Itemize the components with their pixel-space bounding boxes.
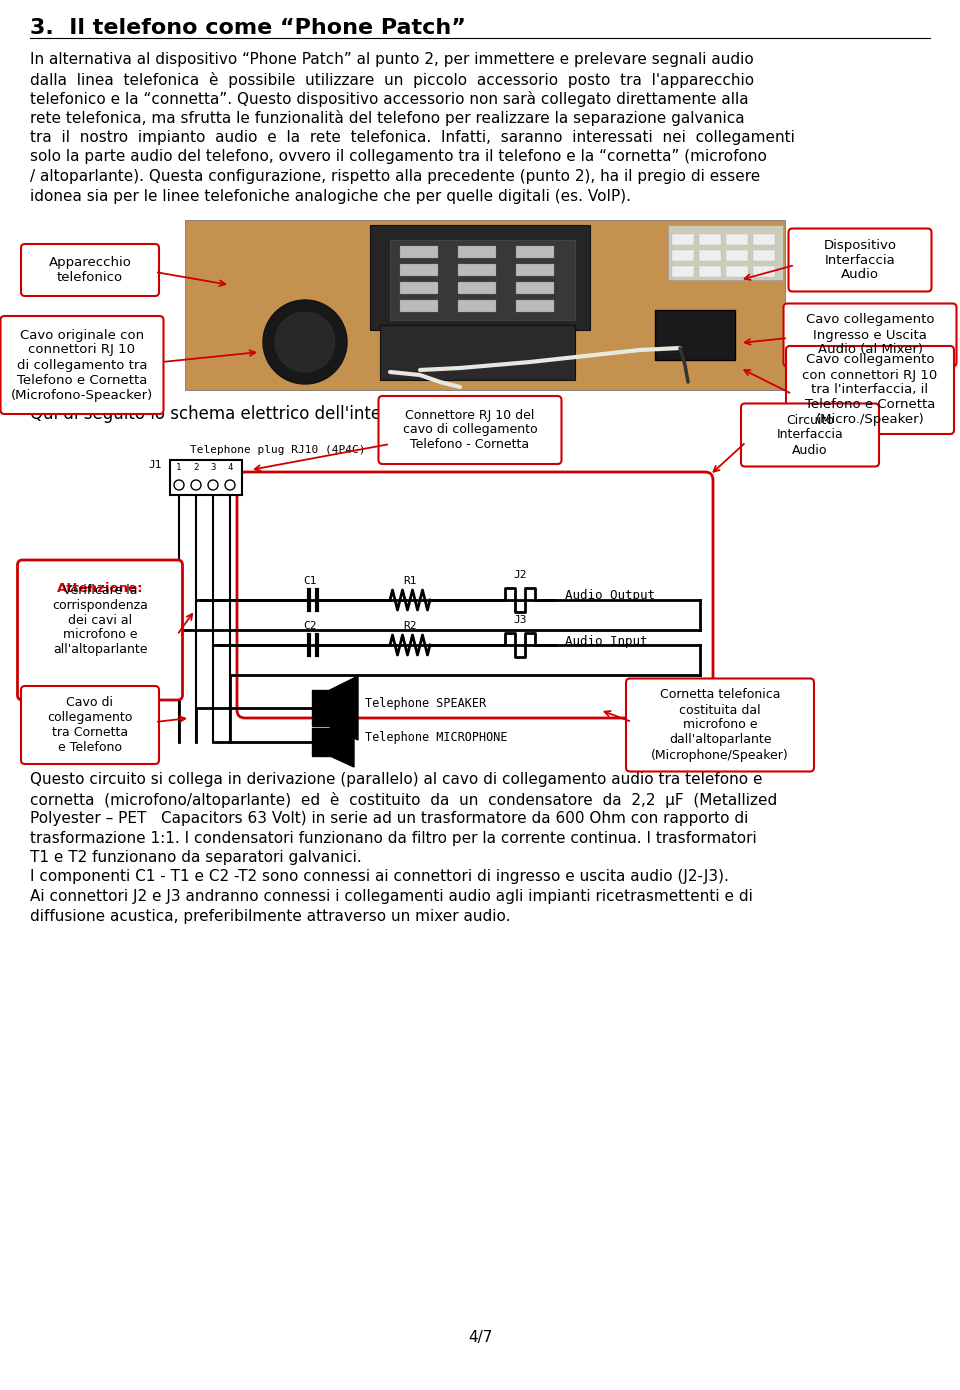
Text: Telephone MICROPHONE: Telephone MICROPHONE bbox=[365, 731, 508, 745]
Bar bbox=[458, 264, 496, 277]
Text: trasformazione 1:1. I condensatori funzionano da filtro per la corrente continua: trasformazione 1:1. I condensatori funzi… bbox=[30, 830, 756, 845]
Text: telefonico e la “connetta”. Questo dispositivo accessorio non sarà collegato dir: telefonico e la “connetta”. Questo dispo… bbox=[30, 90, 749, 107]
Bar bbox=[753, 265, 775, 277]
Bar bbox=[380, 325, 575, 379]
Bar bbox=[516, 282, 554, 295]
Text: Telephone SPEAKER: Telephone SPEAKER bbox=[365, 698, 486, 710]
Text: J3: J3 bbox=[514, 614, 527, 626]
Polygon shape bbox=[330, 717, 354, 767]
Text: Cornetta telefonica
costituita dal
microfono e
dall'altoparlante
(Microphone/Spe: Cornetta telefonica costituita dal micro… bbox=[651, 688, 789, 762]
Text: T1 e T2 funzionano da separatori galvanici.: T1 e T2 funzionano da separatori galvani… bbox=[30, 851, 362, 865]
Bar bbox=[699, 250, 721, 261]
FancyBboxPatch shape bbox=[378, 396, 562, 464]
Text: 2: 2 bbox=[193, 463, 199, 473]
FancyBboxPatch shape bbox=[237, 473, 713, 719]
Text: C1: C1 bbox=[303, 575, 317, 587]
Text: Telephone plug RJ10 (4P4C): Telephone plug RJ10 (4P4C) bbox=[190, 445, 366, 455]
Bar bbox=[516, 246, 554, 259]
Text: dalla  linea  telefonica  è  possibile  utilizzare  un  piccolo  accessorio  pos: dalla linea telefonica è possibile utili… bbox=[30, 71, 755, 88]
Text: tra  il  nostro  impianto  audio  e  la  rete  telefonica.  Infatti,  saranno  i: tra il nostro impianto audio e la rete t… bbox=[30, 131, 795, 145]
Text: J2: J2 bbox=[514, 570, 527, 580]
FancyBboxPatch shape bbox=[786, 346, 954, 434]
Text: 3: 3 bbox=[210, 463, 216, 473]
Bar bbox=[185, 220, 785, 391]
Text: idonea sia per le linee telefoniche analogiche che per quelle digitali (es. VoIP: idonea sia per le linee telefoniche anal… bbox=[30, 189, 631, 203]
Polygon shape bbox=[330, 676, 358, 739]
Text: Apparecchio
telefonico: Apparecchio telefonico bbox=[49, 256, 132, 284]
Text: R1: R1 bbox=[403, 575, 417, 587]
Bar bbox=[458, 300, 496, 311]
Bar bbox=[400, 246, 438, 259]
Bar bbox=[726, 250, 748, 261]
Bar bbox=[672, 250, 694, 261]
Bar bbox=[458, 282, 496, 295]
Bar bbox=[753, 234, 775, 245]
Text: diffusione acustica, preferibilmente attraverso un mixer audio.: diffusione acustica, preferibilmente att… bbox=[30, 909, 511, 923]
Text: 1: 1 bbox=[177, 463, 181, 473]
Text: C2: C2 bbox=[303, 621, 317, 631]
Text: Circuito
Interfaccia
Audio: Circuito Interfaccia Audio bbox=[777, 413, 844, 456]
Bar bbox=[753, 250, 775, 261]
Text: Connettore RJ 10 del
cavo di collegamento
Telefono - Cornetta: Connettore RJ 10 del cavo di collegament… bbox=[402, 409, 538, 452]
Bar bbox=[400, 282, 438, 295]
Text: Cavo collegamento
con connettori RJ 10
tra l'interfaccia, il
Telefono e Cornetta: Cavo collegamento con connettori RJ 10 t… bbox=[803, 353, 938, 427]
Bar bbox=[726, 234, 748, 245]
Text: Cavo di
collegamento
tra Cornetta
e Telefono: Cavo di collegamento tra Cornetta e Tele… bbox=[47, 696, 132, 753]
Text: / altoparlante). Questa configurazione, rispetto alla precedente (punto 2), ha i: / altoparlante). Questa configurazione, … bbox=[30, 170, 760, 183]
Text: cornetta  (microfono/altoparlante)  ed  è  costituito  da  un  condensatore  da : cornetta (microfono/altoparlante) ed è c… bbox=[30, 791, 778, 808]
Text: 4/7: 4/7 bbox=[468, 1330, 492, 1346]
FancyBboxPatch shape bbox=[783, 303, 956, 367]
Text: solo la parte audio del telefono, ovvero il collegamento tra il telefono e la “c: solo la parte audio del telefono, ovvero… bbox=[30, 150, 767, 164]
Circle shape bbox=[191, 480, 201, 491]
Circle shape bbox=[275, 311, 335, 373]
Bar bbox=[668, 225, 783, 279]
Bar bbox=[312, 689, 330, 726]
Text: Audio Input: Audio Input bbox=[565, 634, 647, 648]
Circle shape bbox=[225, 480, 235, 491]
Text: R2: R2 bbox=[403, 621, 417, 631]
Text: Cavo collegamento
Ingresso e Uscita
Audio (al Mixer): Cavo collegamento Ingresso e Uscita Audi… bbox=[805, 314, 934, 356]
Bar bbox=[699, 234, 721, 245]
Text: Dispositivo
Interfaccia
Audio: Dispositivo Interfaccia Audio bbox=[824, 239, 897, 282]
Text: Attenzione:: Attenzione: bbox=[57, 581, 143, 595]
Bar bbox=[516, 300, 554, 311]
FancyBboxPatch shape bbox=[21, 687, 159, 764]
Text: Questo circuito si collega in derivazione (parallelo) al cavo di collegamento au: Questo circuito si collega in derivazion… bbox=[30, 771, 762, 787]
Text: 3.  Il telefono come “Phone Patch”: 3. Il telefono come “Phone Patch” bbox=[30, 18, 466, 38]
Text: I componenti C1 - T1 e C2 -T2 sono connessi ai connettori di ingresso e uscita a: I componenti C1 - T1 e C2 -T2 sono conne… bbox=[30, 870, 729, 884]
Text: J1: J1 bbox=[148, 460, 161, 470]
Text: In alternativa al dispositivo “Phone Patch” al punto 2, per immettere e prelevar: In alternativa al dispositivo “Phone Pat… bbox=[30, 51, 754, 67]
Bar bbox=[400, 300, 438, 311]
Text: Cavo originale con
connettori RJ 10
di collegamento tra
Telefono e Cornetta
(Mic: Cavo originale con connettori RJ 10 di c… bbox=[11, 328, 154, 402]
Bar bbox=[400, 264, 438, 277]
FancyBboxPatch shape bbox=[741, 403, 879, 467]
Text: Qui di seguito lo schema elettrico dell'interfaccia:: Qui di seguito lo schema elettrico dell'… bbox=[30, 404, 443, 423]
Text: 4: 4 bbox=[228, 463, 232, 473]
FancyBboxPatch shape bbox=[17, 560, 182, 701]
Bar bbox=[516, 264, 554, 277]
Bar bbox=[699, 265, 721, 277]
Bar bbox=[370, 225, 590, 329]
Bar bbox=[726, 265, 748, 277]
Bar bbox=[672, 265, 694, 277]
Circle shape bbox=[263, 300, 347, 384]
Bar bbox=[312, 728, 330, 756]
Text: Verificare la
corrispondenza
dei cavi al
microfono e
all'altoparlante: Verificare la corrispondenza dei cavi al… bbox=[52, 584, 148, 656]
Text: rete telefonica, ma sfrutta le funzionalità del telefono per realizzare la separ: rete telefonica, ma sfrutta le funzional… bbox=[30, 110, 745, 126]
Bar bbox=[458, 246, 496, 259]
Bar bbox=[655, 310, 735, 360]
Bar bbox=[672, 234, 694, 245]
FancyBboxPatch shape bbox=[788, 228, 931, 292]
FancyBboxPatch shape bbox=[1, 316, 163, 414]
Text: Ai connettori J2 e J3 andranno connessi i collegamenti audio agli impianti ricet: Ai connettori J2 e J3 andranno connessi … bbox=[30, 890, 753, 904]
FancyBboxPatch shape bbox=[626, 678, 814, 771]
Bar bbox=[390, 240, 575, 320]
Text: Audio Output: Audio Output bbox=[565, 589, 655, 602]
Circle shape bbox=[208, 480, 218, 491]
Bar bbox=[170, 460, 242, 495]
Circle shape bbox=[174, 480, 184, 491]
Text: Polyester – PET   Capacitors 63 Volt) in serie ad un trasformatore da 600 Ohm co: Polyester – PET Capacitors 63 Volt) in s… bbox=[30, 810, 749, 826]
FancyBboxPatch shape bbox=[21, 245, 159, 296]
